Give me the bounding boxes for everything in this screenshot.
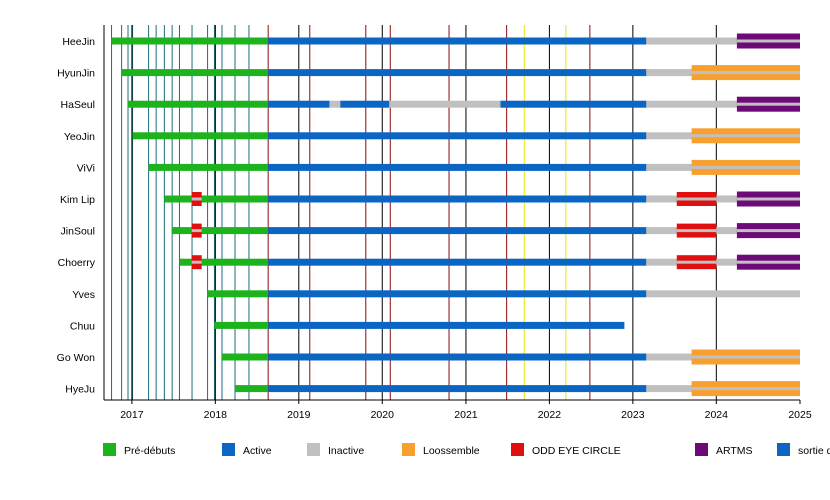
legend-swatch <box>402 443 415 456</box>
bar-inactive-jinsoul <box>646 227 800 235</box>
bar-active-jinsoul <box>268 227 647 235</box>
inactive-stripe <box>691 71 800 75</box>
bar-pr-d-buts-hyeju <box>235 385 269 393</box>
bar-inactive-yves <box>646 290 800 298</box>
legend-swatch <box>511 443 524 456</box>
inactive-stripe <box>736 260 800 264</box>
bar-pr-d-buts-yves <box>207 290 269 298</box>
inactive-stripe <box>676 197 717 201</box>
member-label: YeoJin <box>64 131 95 143</box>
bar-active-hyeju <box>268 385 647 393</box>
bar-inactive-haseul <box>389 100 501 108</box>
member-label: HyunJin <box>57 68 95 80</box>
bar-active-hyunjin <box>268 69 647 77</box>
inactive-stripe <box>191 229 202 233</box>
inactive-stripe <box>691 387 800 391</box>
bar-inactive-heejin <box>646 37 800 45</box>
member-label: HaSeul <box>61 99 95 111</box>
bar-pr-d-buts-go-won <box>221 353 269 361</box>
bar-active-choerry <box>268 258 647 266</box>
x-tick-label: 2025 <box>788 409 812 421</box>
bar-active-haseul <box>268 100 330 108</box>
bar-active-kim-lip <box>268 195 647 203</box>
legend-swatch <box>222 443 235 456</box>
x-tick-label: 2023 <box>621 409 645 421</box>
bar-active-heejin <box>268 37 647 45</box>
legend-label: Active <box>243 445 272 457</box>
legend-label: ODD EYE CIRCLE <box>532 445 621 457</box>
legend-label: ARTMS <box>716 445 753 457</box>
bar-pr-d-buts-vivi <box>148 163 269 171</box>
inactive-stripe <box>736 197 800 201</box>
bar-active-chuu <box>268 321 625 329</box>
member-label: Kim Lip <box>60 194 95 206</box>
inactive-stripe <box>736 229 800 233</box>
bar-inactive-kim-lip <box>646 195 800 203</box>
legend-swatch <box>695 443 708 456</box>
inactive-stripe <box>191 197 202 201</box>
bar-active-yves <box>268 290 647 298</box>
bar-inactive-haseul <box>329 100 341 108</box>
legend-label: sortie d'album <box>798 445 830 457</box>
bar-pr-d-buts-jinsoul <box>172 227 269 235</box>
legend-label: Inactive <box>328 445 364 457</box>
member-label: HeeJin <box>62 36 95 48</box>
member-label: Choerry <box>58 257 96 269</box>
x-tick-label: 2017 <box>120 409 144 421</box>
release-lines <box>111 25 717 400</box>
member-bars <box>111 33 800 397</box>
x-tick-label: 2024 <box>705 409 729 421</box>
inactive-stripe <box>676 260 717 264</box>
bar-inactive-choerry <box>646 258 800 266</box>
member-label: Yves <box>72 289 95 301</box>
member-label: JinSoul <box>61 226 95 238</box>
inactive-stripe <box>736 102 800 106</box>
member-label: HyeJu <box>65 384 95 396</box>
legend-swatch <box>307 443 320 456</box>
member-labels: HeeJin HyunJin HaSeul YeoJin ViVi Kim Lip JinS… <box>57 36 96 396</box>
bar-pr-d-buts-choerry <box>179 258 269 266</box>
bar-active-vivi <box>268 163 647 171</box>
inactive-stripe <box>736 39 800 43</box>
legend-swatch <box>777 443 790 456</box>
member-label: Go Won <box>57 352 95 364</box>
x-tick-label: 2021 <box>454 409 478 421</box>
x-tick-label: 2022 <box>538 409 562 421</box>
x-tick-label: 2019 <box>287 409 311 421</box>
legend-label: Pré-débuts <box>124 445 175 457</box>
bar-active-haseul <box>500 100 647 108</box>
bar-pr-d-buts-kim-lip <box>164 195 269 203</box>
bar-pr-d-buts-heejin <box>111 37 269 45</box>
inactive-stripe <box>691 165 800 169</box>
legend: Pré-débuts Active Inactive Loossemble ODD EY… <box>103 443 830 457</box>
inactive-stripe <box>691 134 800 138</box>
bar-active-yeojin <box>268 132 647 140</box>
x-tick-label: 2020 <box>371 409 395 421</box>
inactive-stripe <box>191 260 202 264</box>
member-label: Chuu <box>70 320 95 332</box>
member-label: ViVi <box>77 162 95 174</box>
bar-pr-d-buts-chuu <box>214 321 269 329</box>
bar-pr-d-buts-haseul <box>128 100 269 108</box>
x-axis: 2017 2018 2019 2020 2021 2022 2023 2024 2025 <box>103 25 812 421</box>
bar-inactive-haseul <box>646 100 800 108</box>
bar-pr-d-buts-yeojin <box>132 132 269 140</box>
inactive-stripe <box>676 229 717 233</box>
legend-label: Loossemble <box>423 445 480 457</box>
bar-active-go-won <box>268 353 647 361</box>
inactive-stripe <box>691 355 800 359</box>
x-tick-label: 2018 <box>204 409 228 421</box>
legend-swatch <box>103 443 116 456</box>
bar-active-haseul <box>340 100 390 108</box>
bar-pr-d-buts-hyunjin <box>121 69 269 77</box>
